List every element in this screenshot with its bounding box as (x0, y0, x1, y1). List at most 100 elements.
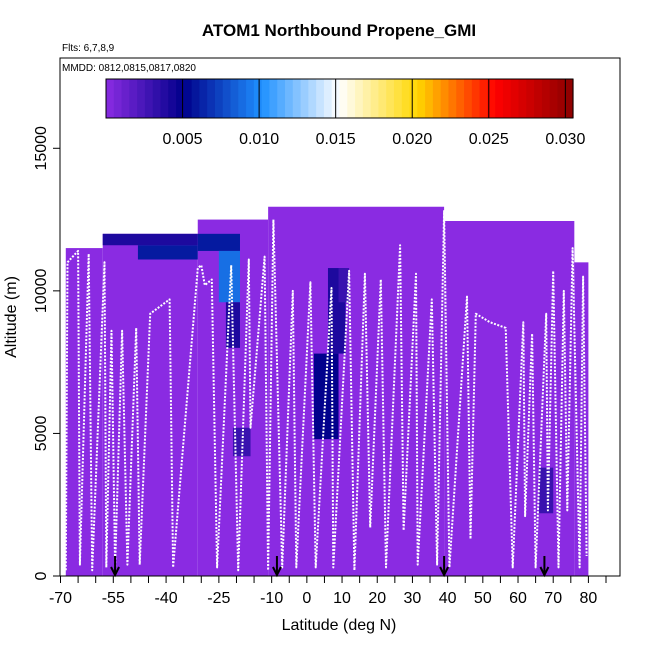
colorbar-tick-label: 0.015 (316, 131, 356, 148)
colorbar-swatch (549, 79, 559, 118)
colorbar-swatch (308, 79, 317, 118)
colorbar-swatch (144, 79, 154, 118)
colorbar-swatch (285, 79, 294, 118)
colorbar-swatch (518, 79, 527, 118)
colorbar-swatch (479, 79, 488, 118)
x-tick-label: -70 (49, 590, 72, 607)
heatmap-cell (539, 467, 554, 514)
colorbar-swatch (502, 79, 512, 118)
colorbar-swatch (339, 79, 348, 118)
colorbar-swatch (269, 79, 278, 118)
date-marker-arrow (272, 556, 282, 578)
plot-area (64, 206, 589, 578)
colorbar-tick-label: 0.010 (239, 131, 279, 148)
colorbar-swatch (370, 79, 380, 118)
heatmap-cell (102, 233, 198, 246)
colorbar-swatch (292, 79, 302, 118)
x-tick-label: 20 (368, 590, 386, 607)
x-tick-label: -10 (260, 590, 283, 607)
colorbar: 0.005 0.010 0.015 0.020 0.025 0.030 (105, 78, 585, 148)
y-axis-label: Altitude (m) (3, 276, 20, 358)
date-marker-arrow (539, 556, 550, 578)
colorbar-swatch (409, 79, 418, 118)
y-tick-label: 5000 (33, 416, 50, 452)
colorbar-swatch (191, 79, 200, 118)
x-axis-label: Latitude (deg N) (282, 617, 397, 634)
colorbar-swatch (471, 79, 481, 118)
colorbar-swatch (526, 79, 535, 118)
y-axis: 0 5000 10000 15000 (33, 126, 60, 580)
colorbar-swatch (557, 79, 566, 118)
colorbar-swatch (378, 79, 387, 118)
colorbar-tick-label: 0.020 (392, 131, 432, 148)
y-tick-label: 15000 (33, 126, 50, 171)
dates-label: MMDD: 0812,0815,0817,0820 (62, 63, 196, 74)
colorbar-tick-label: 0.030 (545, 131, 585, 148)
colorbar-swatch (113, 79, 123, 118)
colorbar-swatch (316, 79, 325, 118)
colorbar-swatch (137, 79, 146, 118)
curtain-band (65, 248, 103, 577)
date-marker-arrow (110, 556, 120, 578)
colorbar-swatch (487, 79, 496, 118)
x-tick-label: -40 (155, 590, 178, 607)
x-tick-label: 50 (474, 590, 492, 607)
colorbar-swatch (362, 79, 372, 118)
curtain-band (268, 206, 445, 577)
colorbar-swatch (440, 79, 450, 118)
x-tick-label: 60 (509, 590, 527, 607)
colorbar-tick-label: 0.025 (469, 131, 509, 148)
x-tick-label: 80 (580, 590, 598, 607)
curtain-band (102, 233, 198, 577)
heatmap-cell (338, 268, 350, 303)
heatmap-cell (137, 245, 198, 260)
colorbar-swatch (300, 79, 309, 118)
colorbar-swatch (214, 79, 224, 118)
y-tick-label: 0 (33, 571, 50, 580)
colorbar-swatch (168, 79, 177, 118)
colorbar-swatch (261, 79, 271, 118)
colorbar-swatch (176, 79, 185, 118)
plot-frame (59, 57, 621, 577)
x-tick-label: 70 (544, 590, 562, 607)
colorbar-swatch (565, 79, 574, 118)
colorbar-swatch (541, 79, 551, 118)
flights-label: Flts: 6,7,8,9 (62, 43, 115, 54)
colorbar-swatch (277, 79, 286, 118)
colorbar-swatch (253, 79, 263, 118)
flight-track (64, 210, 588, 572)
colorbar-swatch (323, 79, 333, 118)
x-tick-label: 10 (333, 590, 351, 607)
colorbar-swatch (121, 79, 130, 118)
colorbar-frame (105, 78, 574, 119)
colorbar-swatch (425, 79, 434, 118)
colorbar-swatch (230, 79, 239, 118)
colorbar-swatch (495, 79, 504, 118)
colorbar-swatch (207, 79, 216, 118)
colorbar-swatch (152, 79, 162, 118)
colorbar-swatch (510, 79, 520, 118)
colorbar-tick-label: 0.005 (163, 131, 203, 148)
colorbar-swatch (238, 79, 247, 118)
colorbar-swatch (199, 79, 208, 118)
x-axis: -70 -55 -40 -25 -10 0 10 20 30 40 50 60 70 80 (49, 576, 607, 607)
chart-title: ATOM1 Northbound Propene_GMI (202, 21, 476, 40)
x-tick-label: -25 (207, 590, 230, 607)
colorbar-swatch (183, 79, 193, 118)
y-tick-label: 10000 (33, 269, 50, 314)
colorbar-swatch (222, 79, 232, 118)
date-marker-arrow (439, 556, 450, 578)
colorbar-swatch (432, 79, 442, 118)
x-tick-label: 30 (404, 590, 422, 607)
colorbar-swatch (386, 79, 395, 118)
colorbar-swatch (393, 79, 403, 118)
colorbar-swatch (534, 79, 543, 118)
colorbar-swatch (448, 79, 457, 118)
colorbar-swatch (106, 79, 115, 118)
heatmap-cell (197, 233, 240, 251)
heatmap-cell (218, 250, 240, 303)
colorbar-swatch (417, 79, 426, 118)
heatmap-cell (232, 427, 251, 457)
x-tick-label: 0 (302, 590, 311, 607)
